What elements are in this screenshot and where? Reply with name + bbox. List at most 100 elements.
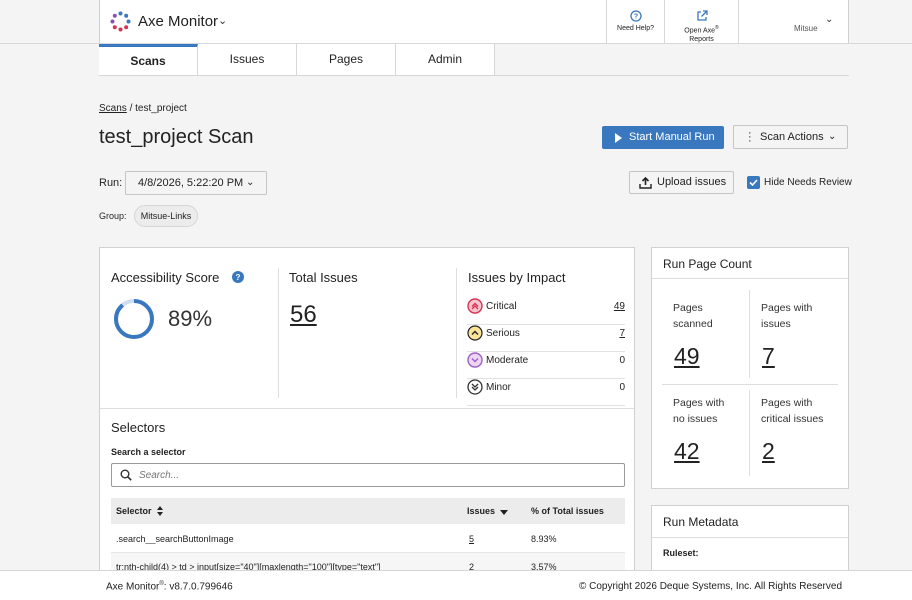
critical-impact-icon [467, 298, 483, 314]
breadcrumb: Scans / test_project [99, 103, 187, 114]
total-issues-link[interactable]: 56 [290, 301, 317, 328]
selector-search-input[interactable]: Search... [111, 463, 625, 487]
scan-actions-label: Scan Actions [760, 131, 824, 143]
reports-label-line1: Open Axe [684, 27, 716, 35]
tab-scans[interactable]: Scans [99, 44, 198, 75]
impact-count: 0 [619, 382, 625, 393]
percent-cell: 3.57% [531, 562, 557, 572]
table-row: .search__searchButtonImage 5 8.93% [111, 525, 625, 553]
issues-count-link[interactable]: 5 [469, 534, 475, 544]
group-label: Group: [99, 211, 127, 221]
total-issues-title: Total Issues [289, 270, 358, 285]
pages-with-issues-label: Pages with issues [761, 302, 813, 330]
run-page-count-card: Run Page Count Pages scanned 49 Pages wit… [651, 247, 849, 489]
svg-text:?: ? [633, 14, 637, 21]
need-help-label: Need Help? [617, 25, 654, 32]
selectors-title: Selectors [111, 420, 166, 435]
hide-needs-review-label[interactable]: Hide Needs Review [764, 177, 852, 188]
run-metadata-title: Run Metadata [663, 515, 739, 529]
selector-cell: .search__searchButtonImage [116, 534, 234, 544]
selector-cell: tr:nth-child(4) > td > input[size="40"][… [116, 562, 381, 572]
pages-critical-issues-value[interactable]: 2 [762, 438, 775, 464]
more-vertical-icon: · · · [748, 127, 752, 147]
pages-no-issues-value[interactable]: 42 [674, 438, 700, 464]
user-menu[interactable]: Mitsue ⌄ [738, 0, 849, 44]
impact-row-moderate: Moderate 0 [467, 352, 625, 379]
sort-icon[interactable] [156, 505, 164, 517]
help-circle-icon: ? [629, 10, 642, 22]
svg-text:?: ? [236, 273, 241, 282]
tab-issues[interactable]: Issues [198, 44, 297, 75]
impact-label: Moderate [486, 355, 529, 366]
chevron-down-icon: ⌄ [828, 131, 837, 142]
breadcrumb-scans-link[interactable]: Scans [99, 103, 127, 114]
registered-mark: ® [715, 25, 719, 31]
open-axe-reports-button[interactable]: Open Axe® Reports [664, 0, 738, 44]
chevron-down-icon[interactable]: ⌄ [218, 15, 228, 27]
upload-icon [639, 176, 652, 189]
run-label: Run: [99, 177, 123, 189]
section-divider [100, 408, 634, 409]
percent-cell: 8.93% [531, 534, 557, 544]
upload-issues-label: Upload issues [657, 176, 727, 188]
run-selected-value: 4/8/2026, 5:22:20 PM [138, 177, 244, 189]
footer: Axe Monitor®: v8.7.0.799646 © Copyright … [0, 570, 912, 600]
start-manual-run-button[interactable]: Start Manual Run [602, 126, 724, 149]
axe-logo-icon [110, 11, 131, 32]
impact-label: Minor [486, 382, 512, 393]
pages-scanned-value[interactable]: 49 [674, 343, 700, 369]
hide-needs-review-checkbox[interactable] [747, 176, 760, 189]
pages-critical-issues-label: Pages with critical issues [761, 397, 824, 425]
impact-count-link[interactable]: 7 [619, 328, 625, 339]
column-percent-total[interactable]: % of Total issues [531, 506, 604, 516]
accessibility-score-title: Accessibility Score [111, 270, 220, 285]
sort-descending-icon[interactable] [500, 510, 508, 515]
upload-issues-button[interactable]: Upload issues [629, 171, 734, 194]
scan-actions-button[interactable]: · · · Scan Actions ⌄ [733, 125, 848, 149]
cell-divider [749, 390, 750, 476]
pages-with-issues-value[interactable]: 7 [762, 343, 775, 369]
chevron-down-icon: ⌄ [825, 14, 834, 25]
score-donut [114, 299, 154, 339]
help-circle-icon[interactable]: ? [232, 271, 244, 283]
accessibility-score-value: 89% [168, 306, 213, 331]
cell-divider [749, 290, 750, 378]
group-pill[interactable]: Mitsue-Links [134, 205, 198, 227]
page-title: test_project Scan [99, 126, 254, 148]
issues-count-link[interactable]: 2 [469, 562, 475, 572]
column-issues[interactable]: Issues [467, 506, 496, 516]
impact-label: Serious [486, 328, 520, 339]
minor-impact-icon [467, 379, 483, 395]
need-help-button[interactable]: ? Need Help? [606, 0, 664, 44]
run-select[interactable]: 4/8/2026, 5:22:20 PM ⌄ [125, 171, 267, 195]
header-divider [0, 43, 912, 44]
start-manual-run-label: Start Manual Run [629, 131, 715, 143]
copyright-text: © Copyright 2026 Deque Systems, Inc. All… [578, 581, 842, 592]
selectors-table-header: Selector Issues % of Total issues [111, 498, 625, 524]
version-text: Axe Monitor®: v8.7.0.799646 [106, 581, 233, 593]
cell-divider [662, 384, 838, 385]
impact-row-critical: Critical 49 [467, 298, 625, 325]
checkmark-icon [749, 179, 758, 187]
impact-count-link[interactable]: 49 [613, 301, 625, 312]
ruleset-label: Ruleset: [663, 548, 699, 558]
summary-divider [456, 268, 457, 398]
user-name: Mitsue [794, 24, 818, 33]
tab-pages[interactable]: Pages [297, 44, 396, 75]
impact-label: Critical [486, 301, 517, 312]
tabs-divider [99, 75, 849, 76]
column-selector[interactable]: Selector [116, 506, 152, 516]
pages-no-issues-label: Pages with no issues [673, 397, 725, 425]
main-tabs: Scans Issues Pages Admin [99, 44, 495, 75]
chevron-down-icon: ⌄ [246, 177, 255, 188]
impact-row-serious: Serious 7 [467, 325, 625, 352]
external-link-icon [696, 10, 708, 21]
card-divider [652, 278, 848, 279]
header-bar: Axe Monitor ⌄ ? Need Help? Open Axe® Rep… [99, 0, 849, 44]
play-icon [615, 133, 622, 143]
issues-by-impact-title: Issues by Impact [468, 270, 566, 285]
serious-impact-icon [467, 325, 483, 341]
app-title[interactable]: Axe Monitor [138, 13, 219, 30]
tab-admin[interactable]: Admin [396, 44, 495, 75]
scan-summary-card: Accessibility Score ? 89% Total Issues 5… [99, 247, 635, 581]
